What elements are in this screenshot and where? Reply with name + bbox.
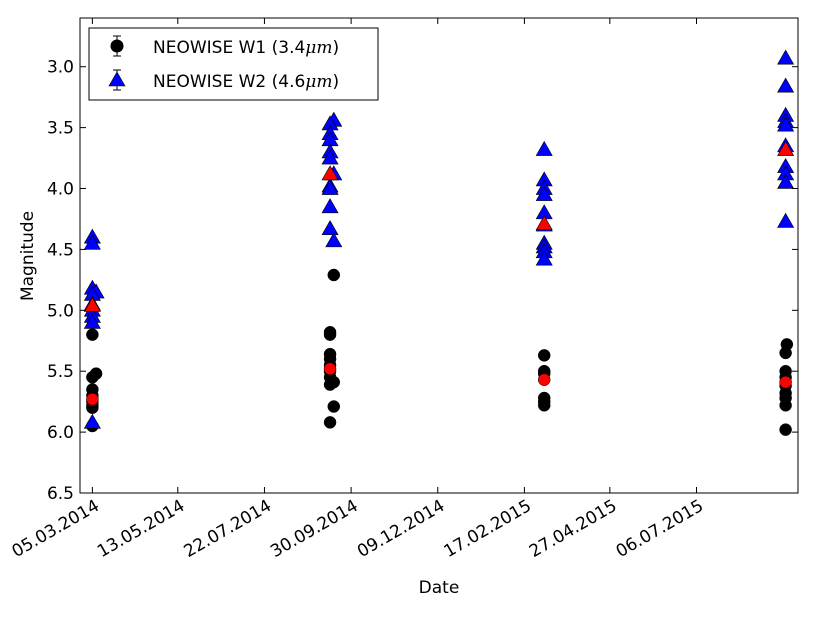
data-point-w2 (321, 179, 339, 195)
data-point-w2 (83, 413, 101, 429)
y-tick-label: 6.0 (47, 423, 74, 443)
y-tick-label: 6.5 (47, 484, 74, 504)
y-tick-label: 3.5 (47, 119, 74, 139)
y-tick-label: 5.5 (47, 362, 74, 382)
legend-marker-w2 (108, 69, 126, 91)
data-point-w2 (777, 77, 795, 93)
y-tick-label: 3.0 (47, 58, 74, 78)
legend-label-w2: NEOWISE W2 (4.6μm) (153, 72, 339, 92)
data-point-w1 (323, 416, 337, 429)
y-axis-label: Magnitude (18, 211, 38, 301)
data-point-w1 (537, 399, 551, 412)
mean-point-w2 (83, 296, 101, 312)
mean-point-w1 (86, 392, 99, 406)
data-point-w1 (327, 400, 341, 413)
mean-point-w1 (537, 373, 551, 386)
x-tick-label: 22.07.2014 (181, 496, 275, 562)
mean-point-w1 (779, 375, 792, 389)
data-point-w2 (535, 185, 553, 201)
legend: NEOWISE W1 (3.4μm) NEOWISE W2 (4.6μm) (88, 27, 379, 101)
legend-box (88, 27, 379, 101)
data-point-w1 (86, 328, 99, 341)
data-point-w2 (535, 140, 553, 156)
data-point-w1 (779, 346, 792, 360)
y-tick-label: 5.0 (47, 301, 74, 321)
data-point-w2 (777, 173, 795, 189)
y-tick-label: 4.5 (47, 240, 74, 260)
data-point-w1 (779, 423, 792, 436)
data-point-w2 (321, 149, 339, 165)
data-point-w1 (323, 378, 337, 391)
mean-point-w1 (323, 362, 337, 376)
x-tick-label: 27.04.2015 (526, 496, 620, 562)
legend-label-w1: NEOWISE W1 (3.4μm) (153, 38, 339, 58)
x-axis-label: Date (419, 578, 460, 598)
data-point-w2 (777, 212, 795, 228)
x-tick-label: 06.07.2015 (613, 496, 707, 562)
data-point-w1 (327, 268, 341, 282)
data-point-w1 (537, 349, 551, 362)
data-point-w2 (321, 198, 339, 214)
x-tick-label: 05.03.2014 (9, 496, 103, 562)
data-point-w2 (777, 116, 795, 132)
mean-point-w2 (321, 165, 339, 181)
mean-point-w2 (777, 140, 795, 156)
x-tick-label: 13.05.2014 (94, 496, 188, 562)
data-point-w2 (83, 234, 101, 250)
data-point-w1 (779, 399, 792, 412)
data-point-w2 (777, 49, 795, 65)
plot-frame (79, 17, 799, 494)
data-point-w1 (323, 328, 337, 341)
data-point-w1 (86, 371, 99, 384)
x-tick-label: 17.02.2015 (441, 496, 535, 562)
data-point-w2 (325, 232, 343, 248)
legend-marker-w1 (110, 35, 124, 57)
x-tick-label: 09.12.2014 (354, 496, 448, 562)
mean-point-w2 (535, 215, 553, 231)
y-tick-label: 4.0 (47, 180, 74, 200)
data-point-w2 (321, 220, 339, 236)
data-point-w2 (83, 313, 101, 329)
data-point-w2 (535, 250, 553, 266)
data-marks (83, 49, 795, 436)
x-tick-label: 30.09.2014 (267, 496, 361, 562)
